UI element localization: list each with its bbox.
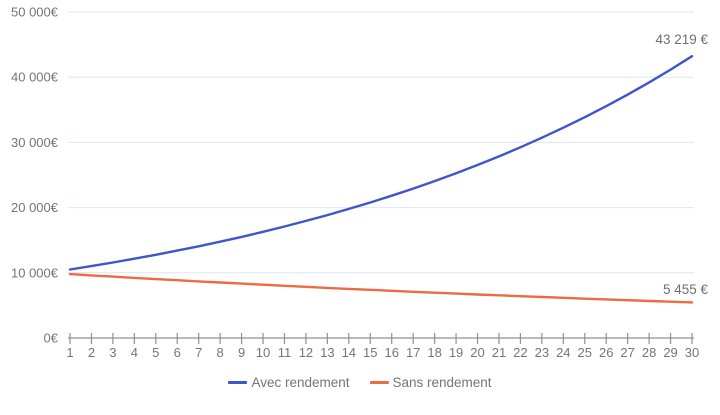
x-axis-tick-label: 29 [663, 345, 677, 360]
x-axis-tick-label: 11 [278, 345, 292, 360]
legend-swatch-avec-rendement [228, 381, 248, 384]
x-axis-tick-label: 17 [406, 345, 420, 360]
y-axis-tick-label: 20 000€ [11, 200, 59, 215]
legend-swatch-sans-rendement [369, 381, 389, 384]
legend-label-sans-rendement: Sans rendement [392, 375, 492, 390]
x-axis-tick-label: 10 [256, 345, 270, 360]
x-axis-tick-label: 19 [449, 345, 463, 360]
x-axis-tick-label: 2 [88, 345, 95, 360]
x-axis-tick-label: 21 [492, 345, 506, 360]
x-axis-tick-label: 3 [109, 345, 116, 360]
y-axis-tick-label: 0€ [44, 331, 59, 346]
data-label-sans-rendement: 5 455 € [663, 282, 709, 297]
x-axis-tick-label: 7 [195, 345, 202, 360]
y-axis-tick-label: 30 000€ [11, 135, 59, 150]
x-axis-tick-label: 12 [299, 345, 313, 360]
y-axis: 0€ 10 000€ 20 000€ 30 000€ 40 000€ 50 000€ [11, 5, 59, 346]
x-axis-tick-label: 15 [363, 345, 377, 360]
x-axis-tick-label: 13 [320, 345, 334, 360]
x-axis-tick-label: 24 [556, 345, 570, 360]
legend: Avec rendement Sans rendement [0, 375, 720, 390]
x-axis-tick-label: 20 [470, 345, 484, 360]
x-axis-tick-label: 22 [513, 345, 527, 360]
x-axis-tick-label: 4 [131, 345, 138, 360]
y-axis-tick-label: 10 000€ [11, 265, 59, 280]
x-axis: 1 2 3 4 5 6 7 8 9 10 11 12 13 14 15 16 17 18 19 20 21 22 23 24 2… [66, 333, 699, 360]
x-axis-tick-label: 1 [66, 345, 73, 360]
x-axis-tick-label: 27 [620, 345, 634, 360]
x-axis-tick-label: 25 [578, 345, 592, 360]
x-axis-tick-label: 14 [342, 345, 356, 360]
legend-item-sans-rendement: Sans rendement [369, 375, 492, 390]
y-axis-tick-label: 40 000€ [11, 70, 59, 85]
series-line-sans-rendement [68, 272, 694, 304]
x-axis-tick-label: 18 [427, 345, 441, 360]
x-axis-tick-label: 8 [217, 345, 224, 360]
series-lines [68, 55, 694, 304]
x-axis-tick-label: 30 [685, 345, 699, 360]
gridlines [68, 11, 694, 274]
x-axis-tick-label: 5 [152, 345, 159, 360]
x-axis-tick-label: 26 [599, 345, 613, 360]
data-label-avec-rendement: 43 219 € [655, 32, 708, 47]
x-axis-tick-label: 9 [238, 345, 245, 360]
x-axis-tick-label: 6 [174, 345, 181, 360]
series-line-avec-rendement [68, 55, 694, 271]
legend-label-avec-rendement: Avec rendement [251, 375, 350, 390]
x-axis-tick-label: 23 [535, 345, 549, 360]
legend-item-avec-rendement: Avec rendement [228, 375, 350, 390]
x-axis-tick-label: 16 [384, 345, 398, 360]
x-axis-tick-label: 28 [642, 345, 656, 360]
y-axis-tick-label: 50 000€ [11, 5, 59, 20]
